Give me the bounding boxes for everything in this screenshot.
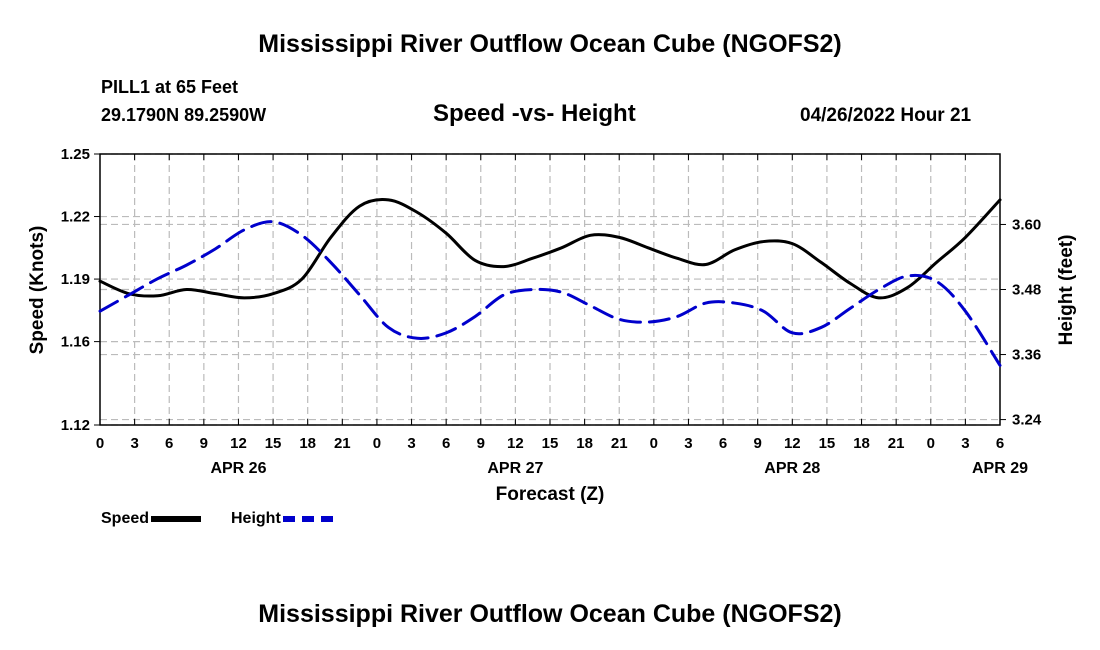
left-tick-label: 1.16 [61,334,90,351]
x-tick-label: 3 [961,435,969,452]
x-tick-label: 6 [996,435,1004,452]
left-tick-label: 1.12 [61,417,90,434]
x-tick-label: 0 [96,435,104,452]
x-tick-label: 18 [299,435,316,452]
x-tick-label: 6 [165,435,173,452]
x-tick-label: 3 [684,435,692,452]
x-tick-label: 9 [200,435,208,452]
x-tick-label: 6 [442,435,450,452]
x-tick-label: 0 [373,435,381,452]
series-line-speed [98,198,1002,300]
legend-height: Height [231,510,333,528]
x-tick-label: 15 [542,435,559,452]
x-tick-label: 15 [819,435,836,452]
x-tick-label: 6 [719,435,727,452]
legend-height-label: Height [231,510,281,527]
date-label: APR 29 [972,460,1028,477]
x-tick-label: 3 [130,435,138,452]
date-label: APR 26 [210,460,266,477]
right-axis-title: Height (feet) [1056,235,1077,346]
station-coords: 29.1790N 89.2590W [101,105,267,125]
legend-height-swatch [282,516,333,522]
legend-speed-label: Speed [101,510,150,527]
right-tick-label: 3.36 [1012,347,1041,364]
right-tick-label: 3.24 [1012,412,1042,429]
legend-speed-swatch [151,516,202,522]
left-tick-label: 1.19 [61,271,90,288]
forecast-timestamp: 04/26/2022 Hour 21 [800,105,972,126]
x-tick-label: 18 [853,435,870,452]
left-tick-label: 1.22 [61,209,90,226]
right-tick-label: 3.48 [1012,282,1041,299]
series-line-height [98,220,1002,367]
station-label: PILL1 at 65 Feet [101,77,239,97]
x-tick-label: 12 [230,435,247,452]
right-axis: 3.24 3.36 3.48 3.60 [1000,216,1042,429]
right-tick-label: 3.60 [1012,216,1041,233]
x-tick-label: 12 [507,435,524,452]
x-tick-label: 21 [611,435,628,452]
x-tick-label: 9 [477,435,485,452]
footer-title: Mississippi River Outflow Ocean Cube (NG… [258,600,842,628]
x-tick-label: 0 [927,435,935,452]
left-tick-label: 1.25 [61,146,90,163]
x-tick-label: 0 [650,435,658,452]
x-tick-label: 15 [265,435,282,452]
x-tick-label: 18 [576,435,593,452]
chart-title: Mississippi River Outflow Ocean Cube (NG… [258,30,842,58]
series-group [98,198,1002,367]
x-axis-title: Forecast (Z) [496,484,605,505]
x-axis: 0 3 6 9 12 15 18 21 0 3 6 9 12 15 18 21 0 3 6 9 12 15 18 21 0 3 6 A… [96,154,1028,477]
x-tick-label: 3 [407,435,415,452]
date-label: APR 27 [487,460,543,477]
left-axis-title: Speed (Knots) [27,226,48,355]
date-label: APR 28 [764,460,820,477]
x-tick-label: 9 [754,435,762,452]
x-tick-label: 21 [334,435,351,452]
x-tick-label: 12 [784,435,801,452]
legend-speed: Speed [101,510,202,528]
chart-subtitle: Speed -vs- Height [433,100,636,127]
x-tick-label: 21 [888,435,905,452]
left-axis: 1.12 1.16 1.19 1.22 1.25 [61,146,100,434]
